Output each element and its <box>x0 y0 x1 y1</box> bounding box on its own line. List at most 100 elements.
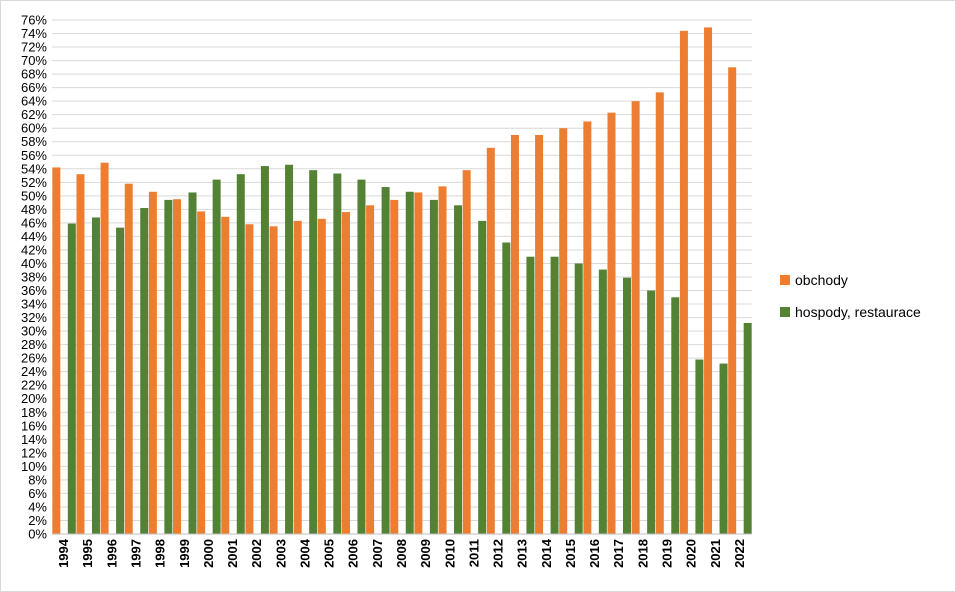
y-tick-label: 66% <box>21 80 47 95</box>
bar-hospody-2013 <box>526 256 535 534</box>
bar-obchody-2002 <box>245 224 254 534</box>
x-tick-label: 2001 <box>225 539 240 568</box>
bar-obchody-1997 <box>124 183 133 535</box>
bar-obchody-2013 <box>510 134 519 534</box>
y-tick-label: 34% <box>21 297 47 312</box>
y-tick-label: 52% <box>21 175 47 190</box>
bar-hospody-2011 <box>478 220 487 534</box>
bar-obchody-1996 <box>100 162 109 534</box>
y-tick-label: 22% <box>21 378 47 393</box>
bar-hospody-2008 <box>405 191 414 534</box>
y-tick-label: 68% <box>21 67 47 82</box>
y-tick-label: 8% <box>28 472 47 487</box>
y-tick-label: 60% <box>21 121 47 136</box>
bar-obchody-2022 <box>728 67 737 534</box>
x-tick-label: 2010 <box>442 539 457 568</box>
y-tick-label: 54% <box>21 161 47 176</box>
x-tick-label: 2000 <box>201 539 216 568</box>
y-tick-label: 50% <box>21 188 47 203</box>
bar-hospody-2012 <box>502 242 511 534</box>
y-tick-label: 62% <box>21 107 47 122</box>
y-tick-label: 36% <box>21 283 47 298</box>
y-tick-label: 40% <box>21 256 47 271</box>
bar-obchody-2016 <box>583 121 592 534</box>
gridlines <box>52 19 752 535</box>
bar-obchody-2003 <box>269 226 278 534</box>
bar-obchody-2020 <box>679 30 688 534</box>
y-tick-label: 20% <box>21 391 47 406</box>
y-tick-label: 38% <box>21 270 47 285</box>
bar-hospody-1994 <box>67 223 76 534</box>
bar-obchody-2005 <box>317 218 326 534</box>
bar-obchody-2010 <box>438 186 447 534</box>
x-tick-label: 1997 <box>128 539 143 568</box>
bar-hospody-1996 <box>116 227 125 534</box>
y-tick-label: 2% <box>28 513 47 528</box>
bar-hospody-2018 <box>647 290 656 534</box>
bar-hospody-2014 <box>550 256 559 534</box>
x-tick-label: 2008 <box>394 539 409 568</box>
bar-obchody-1994 <box>52 167 61 534</box>
bar-obchody-2014 <box>535 134 544 534</box>
bar-obchody-1995 <box>76 174 85 534</box>
x-tick-label: 1995 <box>80 539 95 568</box>
x-tick-label: 2014 <box>539 538 554 568</box>
x-tick-label: 2007 <box>370 539 385 568</box>
bar-hospody-2005 <box>333 173 342 534</box>
y-tick-label: 42% <box>21 242 47 257</box>
bar-hospody-2003 <box>285 164 294 535</box>
bar-hospody-2000 <box>212 179 221 535</box>
x-tick-label: 2012 <box>491 539 506 568</box>
bar-hospody-2017 <box>622 277 631 534</box>
x-tick-label: 2018 <box>635 539 650 568</box>
y-tick-label: 28% <box>21 337 47 352</box>
bars <box>52 27 752 535</box>
bar-hospody-2001 <box>236 174 245 534</box>
bar-obchody-1998 <box>148 191 157 534</box>
bar-hospody-2019 <box>671 297 680 534</box>
legend: obchody hospody, restaurace <box>780 272 921 320</box>
bar-hospody-2022 <box>743 322 752 534</box>
bar-obchody-2017 <box>607 112 616 534</box>
bar-hospody-1997 <box>140 208 149 534</box>
x-tick-label: 2017 <box>611 539 626 568</box>
x-tick-label: 2022 <box>732 539 747 568</box>
y-tick-label: 72% <box>21 40 47 55</box>
x-tick-label: 2011 <box>466 539 481 567</box>
y-tick-label: 32% <box>21 310 47 325</box>
y-tick-label: 4% <box>28 499 47 514</box>
x-tick-label: 2006 <box>346 539 361 568</box>
x-tick-label: 2016 <box>587 539 602 568</box>
x-tick-label: 2021 <box>708 539 723 568</box>
bar-obchody-2018 <box>631 101 640 534</box>
legend-label: obchody <box>795 272 848 288</box>
y-axis-ticks: 0%2%4%6%8%10%12%14%16%18%20%22%24%26%28%… <box>21 13 47 542</box>
bar-obchody-1999 <box>173 199 182 534</box>
legend-swatch <box>780 275 790 285</box>
bar-hospody-1998 <box>164 199 173 534</box>
y-tick-label: 14% <box>21 432 47 447</box>
bar-obchody-2021 <box>704 27 713 534</box>
x-tick-label: 2004 <box>297 538 312 568</box>
x-tick-label: 2020 <box>684 539 699 568</box>
y-tick-label: 64% <box>21 94 47 109</box>
legend-label: hospody, restaurace <box>795 304 921 320</box>
x-tick-label: 2003 <box>273 539 288 568</box>
bar-obchody-2006 <box>341 212 350 534</box>
x-tick-label: 1996 <box>104 539 119 568</box>
y-tick-label: 26% <box>21 351 47 366</box>
y-tick-label: 16% <box>21 418 47 433</box>
bar-obchody-2015 <box>559 128 568 534</box>
x-tick-label: 2009 <box>418 539 433 568</box>
bar-hospody-1995 <box>91 217 100 535</box>
bar-obchody-2019 <box>655 92 664 535</box>
x-tick-label: 1999 <box>177 539 192 568</box>
bar-obchody-2012 <box>486 147 495 534</box>
y-tick-label: 24% <box>21 364 47 379</box>
x-axis-ticks: 1994 1995 1996 1997 1998 1999 2000 2001 2002 2003… <box>56 538 747 568</box>
x-tick-label: 1998 <box>153 539 168 568</box>
y-tick-label: 48% <box>21 202 47 217</box>
bar-obchody-2001 <box>221 216 230 534</box>
bar-hospody-2015 <box>574 263 583 534</box>
